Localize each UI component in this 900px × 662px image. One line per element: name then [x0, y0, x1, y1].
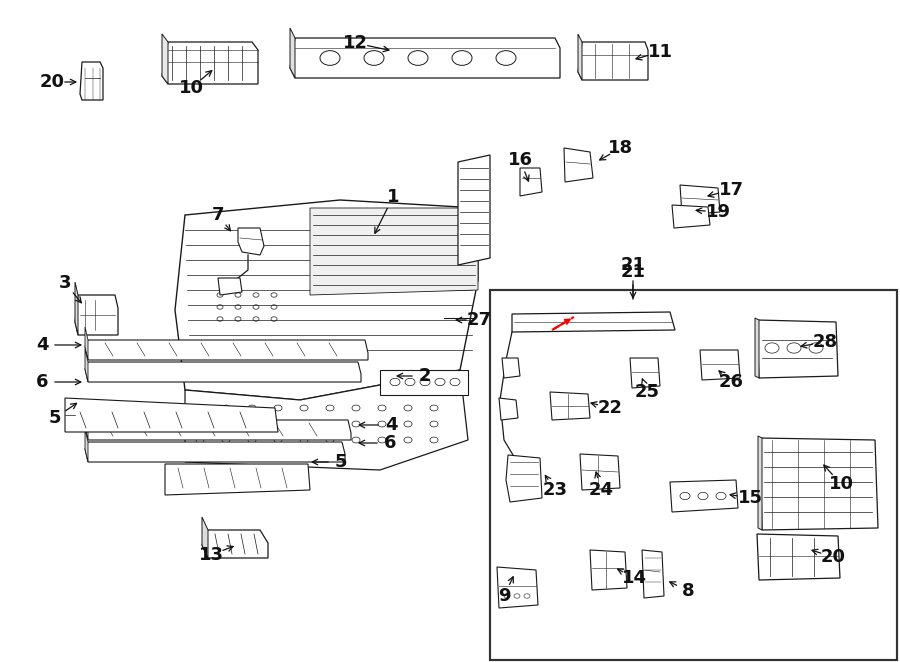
Text: 17: 17 — [718, 181, 743, 199]
Polygon shape — [85, 327, 88, 360]
Polygon shape — [85, 349, 88, 382]
Text: 24: 24 — [589, 481, 614, 499]
Polygon shape — [165, 464, 310, 495]
Text: 13: 13 — [199, 546, 223, 564]
Text: 27: 27 — [466, 311, 491, 329]
Polygon shape — [75, 282, 78, 335]
Polygon shape — [506, 455, 542, 502]
Text: 26: 26 — [718, 373, 743, 391]
Text: 23: 23 — [543, 481, 568, 499]
Polygon shape — [80, 62, 103, 100]
Polygon shape — [85, 442, 345, 462]
Text: 11: 11 — [647, 43, 672, 61]
Polygon shape — [760, 438, 878, 530]
Text: 21: 21 — [620, 263, 645, 281]
Polygon shape — [700, 350, 740, 380]
Text: 15: 15 — [737, 489, 762, 507]
Polygon shape — [642, 550, 664, 598]
Text: 28: 28 — [813, 333, 838, 351]
Text: 9: 9 — [498, 587, 510, 605]
Polygon shape — [755, 318, 759, 378]
Polygon shape — [65, 398, 278, 432]
Text: 2: 2 — [418, 367, 431, 385]
Text: 5: 5 — [335, 453, 347, 471]
Polygon shape — [310, 208, 478, 295]
Text: 22: 22 — [598, 399, 623, 417]
Polygon shape — [218, 278, 242, 295]
Polygon shape — [550, 392, 590, 420]
Polygon shape — [202, 517, 208, 558]
Polygon shape — [580, 454, 620, 490]
Polygon shape — [85, 340, 368, 360]
Polygon shape — [590, 550, 627, 590]
Text: 3: 3 — [58, 274, 71, 292]
Polygon shape — [630, 358, 660, 388]
Polygon shape — [202, 530, 268, 558]
Text: 19: 19 — [706, 203, 731, 221]
Polygon shape — [290, 28, 295, 78]
Text: 20: 20 — [40, 73, 65, 91]
Polygon shape — [85, 429, 88, 462]
Polygon shape — [670, 480, 738, 512]
Polygon shape — [757, 320, 838, 378]
Text: 1: 1 — [387, 188, 400, 206]
Polygon shape — [75, 295, 118, 335]
Polygon shape — [672, 205, 710, 228]
Text: 8: 8 — [681, 582, 694, 600]
Polygon shape — [578, 42, 648, 80]
Polygon shape — [512, 312, 675, 332]
Text: 4: 4 — [385, 416, 397, 434]
Polygon shape — [380, 370, 468, 395]
Text: 18: 18 — [608, 139, 634, 157]
Text: 6: 6 — [383, 434, 396, 452]
Polygon shape — [238, 228, 264, 255]
Polygon shape — [85, 407, 88, 440]
Text: 10: 10 — [829, 475, 853, 493]
Text: 12: 12 — [343, 34, 367, 52]
Polygon shape — [499, 398, 518, 420]
Text: 10: 10 — [178, 79, 203, 97]
Bar — [490, 290, 897, 660]
Text: 5: 5 — [49, 409, 61, 427]
Polygon shape — [458, 155, 490, 265]
Text: 20: 20 — [821, 548, 845, 566]
Text: 21: 21 — [620, 256, 645, 274]
Polygon shape — [680, 185, 720, 215]
Text: 4: 4 — [36, 336, 49, 354]
Text: 16: 16 — [508, 151, 533, 169]
Text: 14: 14 — [622, 569, 646, 587]
Polygon shape — [85, 362, 361, 382]
Text: 6: 6 — [36, 373, 49, 391]
Polygon shape — [520, 168, 542, 196]
Polygon shape — [162, 42, 258, 84]
Polygon shape — [162, 34, 168, 84]
Polygon shape — [185, 370, 468, 470]
Polygon shape — [85, 420, 351, 440]
Polygon shape — [290, 38, 560, 78]
Text: 7: 7 — [212, 206, 224, 224]
Polygon shape — [502, 358, 520, 378]
Polygon shape — [497, 567, 538, 608]
Polygon shape — [758, 436, 762, 530]
Bar — [490, 290, 897, 660]
Polygon shape — [564, 148, 593, 182]
Polygon shape — [578, 34, 582, 80]
Polygon shape — [757, 534, 840, 580]
Polygon shape — [175, 200, 478, 400]
Text: 25: 25 — [634, 383, 660, 401]
